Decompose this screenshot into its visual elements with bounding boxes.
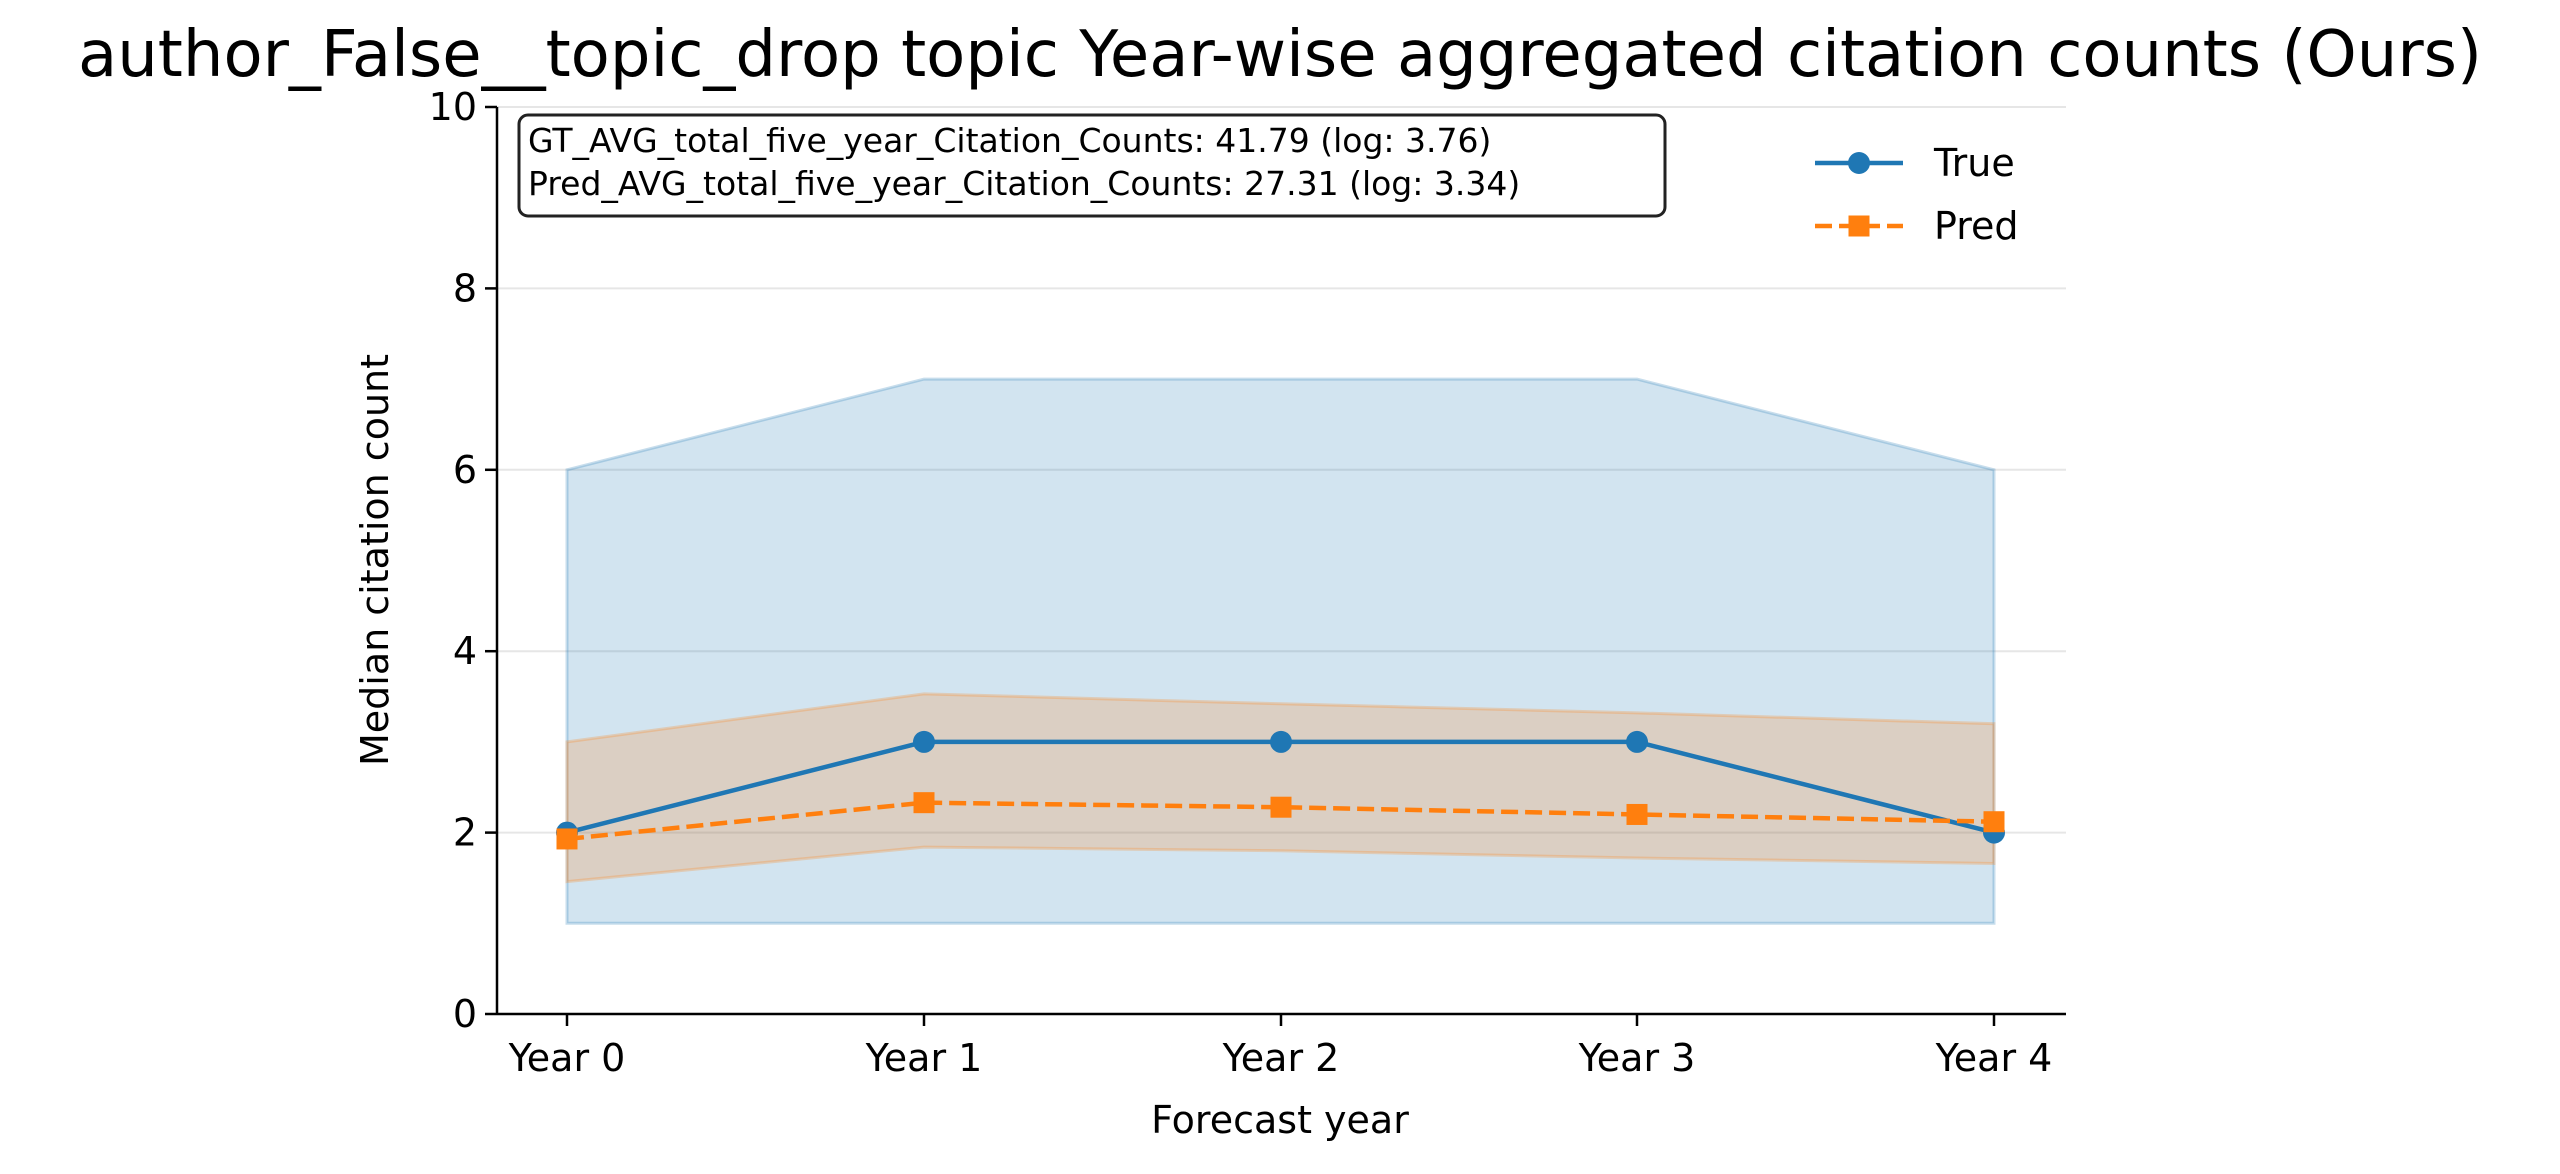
stats-line-gt: GT_AVG_total_five_year_Citation_Counts: … [528, 121, 1491, 160]
series-line-pred [566, 800, 1995, 842]
band-true [565, 377, 1996, 925]
y-axis-label: Median citation count [353, 354, 397, 766]
stats-box-frame [517, 113, 1667, 218]
point-true [913, 730, 935, 753]
y-tick-label: 6 [453, 448, 477, 492]
y-tick-label: 10 [429, 85, 477, 129]
stats-line-pred: Pred_AVG_total_five_year_Citation_Counts… [528, 164, 1520, 203]
y-tick-label: 2 [453, 811, 477, 855]
x-tick-label: Year 1 [865, 1036, 983, 1080]
legend-marker-pred [1848, 215, 1870, 237]
x-tick-label: Year 4 [1935, 1036, 2053, 1080]
x-tick-label: Year 2 [1222, 1036, 1340, 1080]
legend-label-pred: Pred [1934, 204, 2019, 248]
axes: 0 2 4 6 8 10 Year 0 Year 1 Year 2 Year 3 Year 4 [429, 85, 2066, 1080]
point-pred [913, 792, 935, 814]
point-pred [556, 828, 578, 850]
point-pred [1270, 796, 1292, 818]
chart-title: author_False__topic_drop topic Year-wise… [78, 18, 2482, 92]
confidence-bands [565, 377, 1996, 925]
series-lines [556, 730, 2005, 850]
point-true [1270, 730, 1292, 753]
x-tick-label: Year 3 [1578, 1036, 1696, 1080]
legend-label-true: True [1933, 141, 2015, 185]
legend-marker-true [1848, 152, 1870, 174]
y-tick-label: 4 [453, 629, 477, 673]
y-tick-label: 8 [453, 266, 477, 310]
point-pred [1983, 811, 2005, 833]
y-tick-label: 0 [453, 992, 477, 1036]
point-pred [1626, 803, 1648, 825]
x-axis-label: Forecast year [1151, 1098, 1409, 1142]
point-true [1626, 730, 1648, 753]
stats-annotation-box: GT_AVG_total_five_year_Citation_Counts: … [517, 113, 1667, 218]
legend: True Pred [1815, 141, 2019, 248]
x-tick-label: Year 0 [508, 1036, 626, 1080]
